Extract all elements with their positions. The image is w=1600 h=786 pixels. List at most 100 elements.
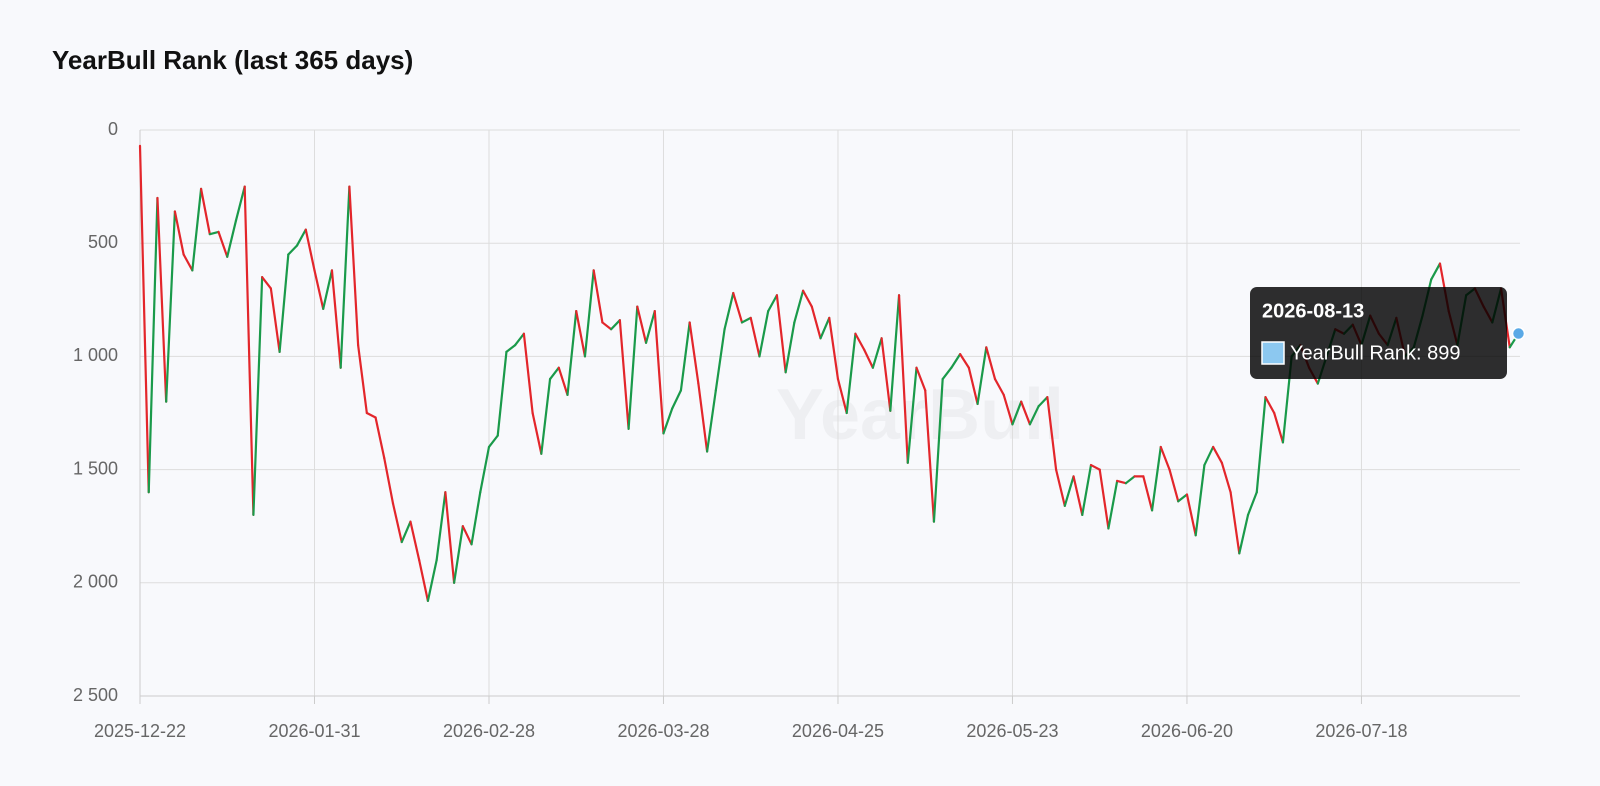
line-segment	[531, 411, 543, 455]
line-segment	[217, 230, 229, 258]
line-segment	[1011, 400, 1023, 426]
y-tick-label: 2 000	[73, 572, 118, 592]
line-segment	[1098, 468, 1110, 530]
line-segment	[374, 416, 386, 460]
line-segment	[627, 305, 639, 430]
line-segment	[575, 310, 587, 358]
line-segment	[644, 310, 656, 344]
line-segment	[156, 196, 168, 403]
line-segment	[191, 187, 203, 272]
line-segment	[723, 291, 735, 331]
line-segment	[985, 346, 997, 381]
line-segment	[173, 210, 185, 256]
line-segment	[732, 291, 744, 324]
line-segment	[165, 210, 176, 403]
line-segment	[487, 434, 499, 449]
line-segment	[592, 269, 604, 324]
line-segment	[252, 276, 264, 516]
line-segment	[880, 337, 892, 412]
line-segment	[1273, 411, 1285, 444]
line-segment	[775, 294, 787, 374]
line-segment	[610, 319, 621, 331]
line-segment	[295, 228, 307, 247]
line-segment	[836, 377, 848, 415]
line-segment	[1246, 491, 1258, 516]
line-segment	[1177, 493, 1189, 503]
line-segment	[1264, 396, 1276, 415]
line-segment	[313, 269, 325, 310]
line-segment	[662, 407, 674, 435]
line-segment	[418, 559, 430, 603]
line-segment	[845, 332, 857, 415]
chart-title: YearBull Rank (last 365 days)	[52, 45, 413, 75]
y-tick-label: 1 500	[73, 458, 118, 478]
line-segment	[976, 346, 988, 406]
x-tick-label: 2026-02-28	[443, 721, 535, 741]
line-segment	[557, 366, 569, 396]
line-segment	[522, 332, 534, 415]
line-segment	[740, 316, 752, 324]
x-tick-label: 2026-03-28	[617, 721, 709, 741]
line-segment	[1229, 491, 1241, 555]
line-segment	[889, 294, 901, 412]
line-segment	[1430, 262, 1442, 281]
line-segment	[636, 305, 648, 344]
line-segment	[548, 366, 560, 381]
line-segment	[1212, 445, 1223, 464]
line-segment	[601, 321, 613, 331]
y-tick-label: 500	[88, 232, 118, 252]
x-tick-label: 2025-12-22	[94, 721, 186, 741]
line-segment	[514, 332, 525, 347]
line-segment	[810, 305, 822, 340]
line-segment	[444, 491, 456, 584]
line-segment	[671, 389, 683, 410]
line-segment	[400, 520, 412, 544]
line-segment	[391, 502, 403, 544]
line-segment	[243, 185, 255, 516]
line-segment	[1168, 468, 1180, 503]
line-segment	[793, 289, 805, 324]
line-segment	[234, 185, 246, 222]
line-segment	[950, 353, 962, 369]
line-segment	[1028, 405, 1040, 426]
line-segment	[697, 382, 709, 453]
line-segment	[435, 491, 447, 562]
line-segment	[287, 244, 299, 256]
tooltip-text: YearBull Rank: 899	[1290, 342, 1461, 364]
line-segment	[871, 337, 883, 369]
line-segment	[339, 185, 351, 369]
tooltip-box	[1250, 287, 1507, 379]
line-segment	[1194, 463, 1206, 537]
watermark: YearBull	[776, 375, 1064, 455]
tooltip-title: 2026-08-13	[1262, 300, 1364, 322]
line-segment	[199, 187, 211, 236]
y-tick-label: 2 500	[73, 685, 118, 705]
line-segment	[1238, 513, 1250, 555]
line-segment	[304, 228, 316, 272]
x-tick-label: 2026-04-25	[792, 721, 884, 741]
line-segment	[915, 366, 927, 392]
line-segment	[749, 316, 761, 358]
line-segment	[383, 457, 395, 505]
line-segment	[1020, 400, 1032, 426]
line-segment	[1054, 468, 1066, 507]
line-segment	[470, 491, 482, 546]
line-segment	[706, 389, 717, 453]
line-segment	[1255, 396, 1267, 494]
line-segment	[1142, 475, 1154, 512]
line-segment	[479, 445, 491, 494]
line-segment	[1150, 445, 1162, 512]
y-tick-label: 0	[108, 119, 118, 139]
line-segment	[924, 389, 936, 523]
line-segment	[1089, 463, 1101, 471]
line-segment	[278, 253, 290, 353]
line-segment	[819, 316, 831, 340]
line-segment	[182, 253, 194, 272]
line-segment	[897, 294, 909, 464]
line-segment	[1185, 493, 1197, 537]
line-segment	[828, 316, 840, 381]
line-segment	[653, 310, 665, 435]
x-tick-label: 2026-07-18	[1315, 721, 1407, 741]
